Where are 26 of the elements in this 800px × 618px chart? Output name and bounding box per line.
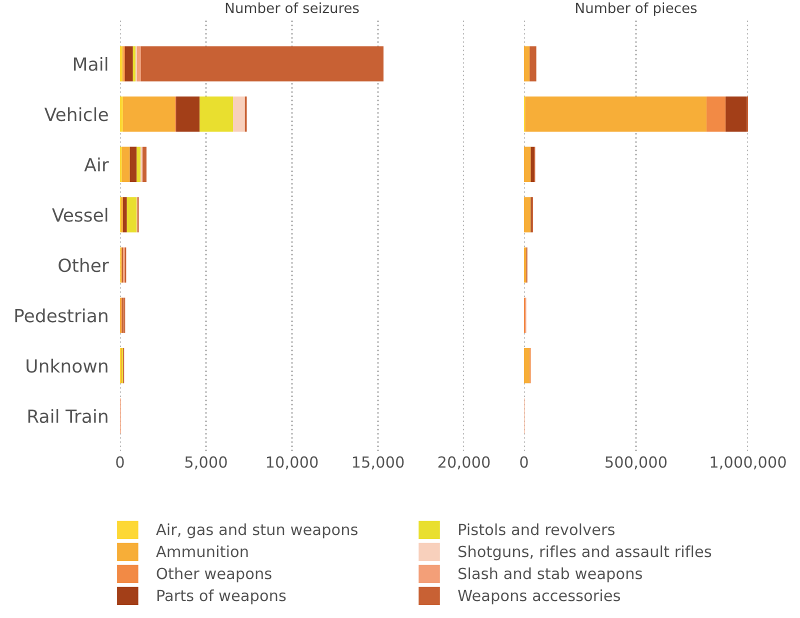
x-tick-label: 0: [520, 456, 528, 468]
legend-label: Parts of weapons: [157, 589, 286, 604]
y-tick-label: Other: [58, 258, 109, 272]
y-tick-label: Rail Train: [28, 409, 108, 424]
x-tick-label: 0: [116, 456, 124, 468]
legend-label: Other weapons: [156, 567, 272, 582]
chart-title: Number of seizures: [226, 2, 359, 14]
x-tick-label: 10,000: [266, 456, 318, 470]
legend-label: Shotguns, rifles and assault rifles: [458, 545, 712, 560]
legend-label: Ammunition: [156, 545, 248, 558]
chart-title: Number of pieces: [576, 2, 697, 16]
y-tick-label: Air: [84, 158, 109, 172]
legend-label: Pistols and revolvers: [459, 523, 614, 536]
y-tick-label: Unknown: [26, 358, 108, 373]
y-tick-label: Vehicle: [44, 107, 108, 122]
x-tick-label: 500,000: [606, 456, 667, 470]
y-tick-label: Mail: [74, 56, 108, 71]
x-tick-label: 1,000,000: [710, 456, 786, 470]
x-tick-label: 15,000: [352, 456, 404, 470]
x-tick-label: 20,000: [438, 456, 490, 470]
legend-label: Slash and stab weapons: [458, 567, 642, 582]
y-tick-label: Vessel: [52, 208, 108, 222]
x-tick-label: 5,000: [185, 456, 227, 470]
legend-label: Weapons accessories: [458, 589, 620, 604]
y-tick-label: Pedestrian: [15, 308, 108, 322]
legend-label: Air, gas and stun weapons: [156, 523, 358, 538]
